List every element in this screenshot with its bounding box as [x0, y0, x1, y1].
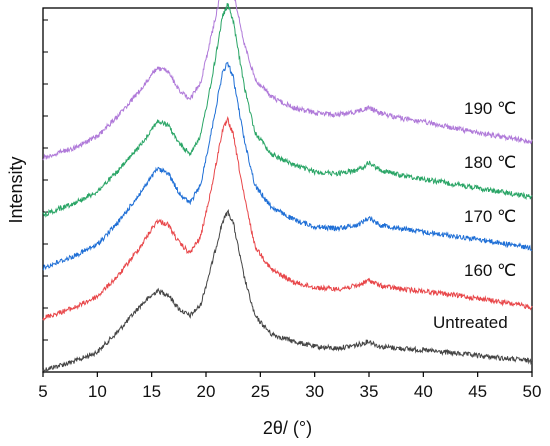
y-axis-title: Intensity [6, 156, 26, 223]
x-tick-label: 30 [305, 382, 324, 401]
x-tick-label: 35 [360, 382, 379, 401]
series-line-2 [42, 61, 533, 271]
x-tick-label: 25 [251, 382, 270, 401]
x-axis-title: 2θ/ (°) [263, 418, 312, 438]
x-tick-label: 15 [142, 382, 161, 401]
x-tick-label: 45 [468, 382, 487, 401]
series-label-0: Untreated [433, 313, 508, 332]
series-label-1: 160 ℃ [464, 261, 516, 280]
x-axis-ticks: 5 10 15 20 25 30 35 40 45 50 [38, 19, 542, 401]
series-label-4: 190 ℃ [464, 99, 516, 118]
series-label-3: 180 ℃ [464, 153, 516, 172]
series-line-4 [42, 0, 533, 161]
series-group [42, 0, 533, 374]
x-tick-label: 20 [197, 382, 216, 401]
plot-frame [42, 7, 533, 373]
series-line-3 [42, 3, 533, 218]
series-line-0 [42, 208, 533, 374]
series-line-1 [42, 116, 533, 321]
series-label-2: 170 ℃ [464, 207, 516, 226]
x-tick-label: 10 [88, 382, 107, 401]
x-tick-label: 5 [38, 382, 47, 401]
x-tick-label: 50 [523, 382, 542, 401]
x-tick-label: 40 [414, 382, 433, 401]
series-labels: Untreated 160 ℃ 170 ℃ 180 ℃ 190 ℃ [433, 99, 516, 332]
